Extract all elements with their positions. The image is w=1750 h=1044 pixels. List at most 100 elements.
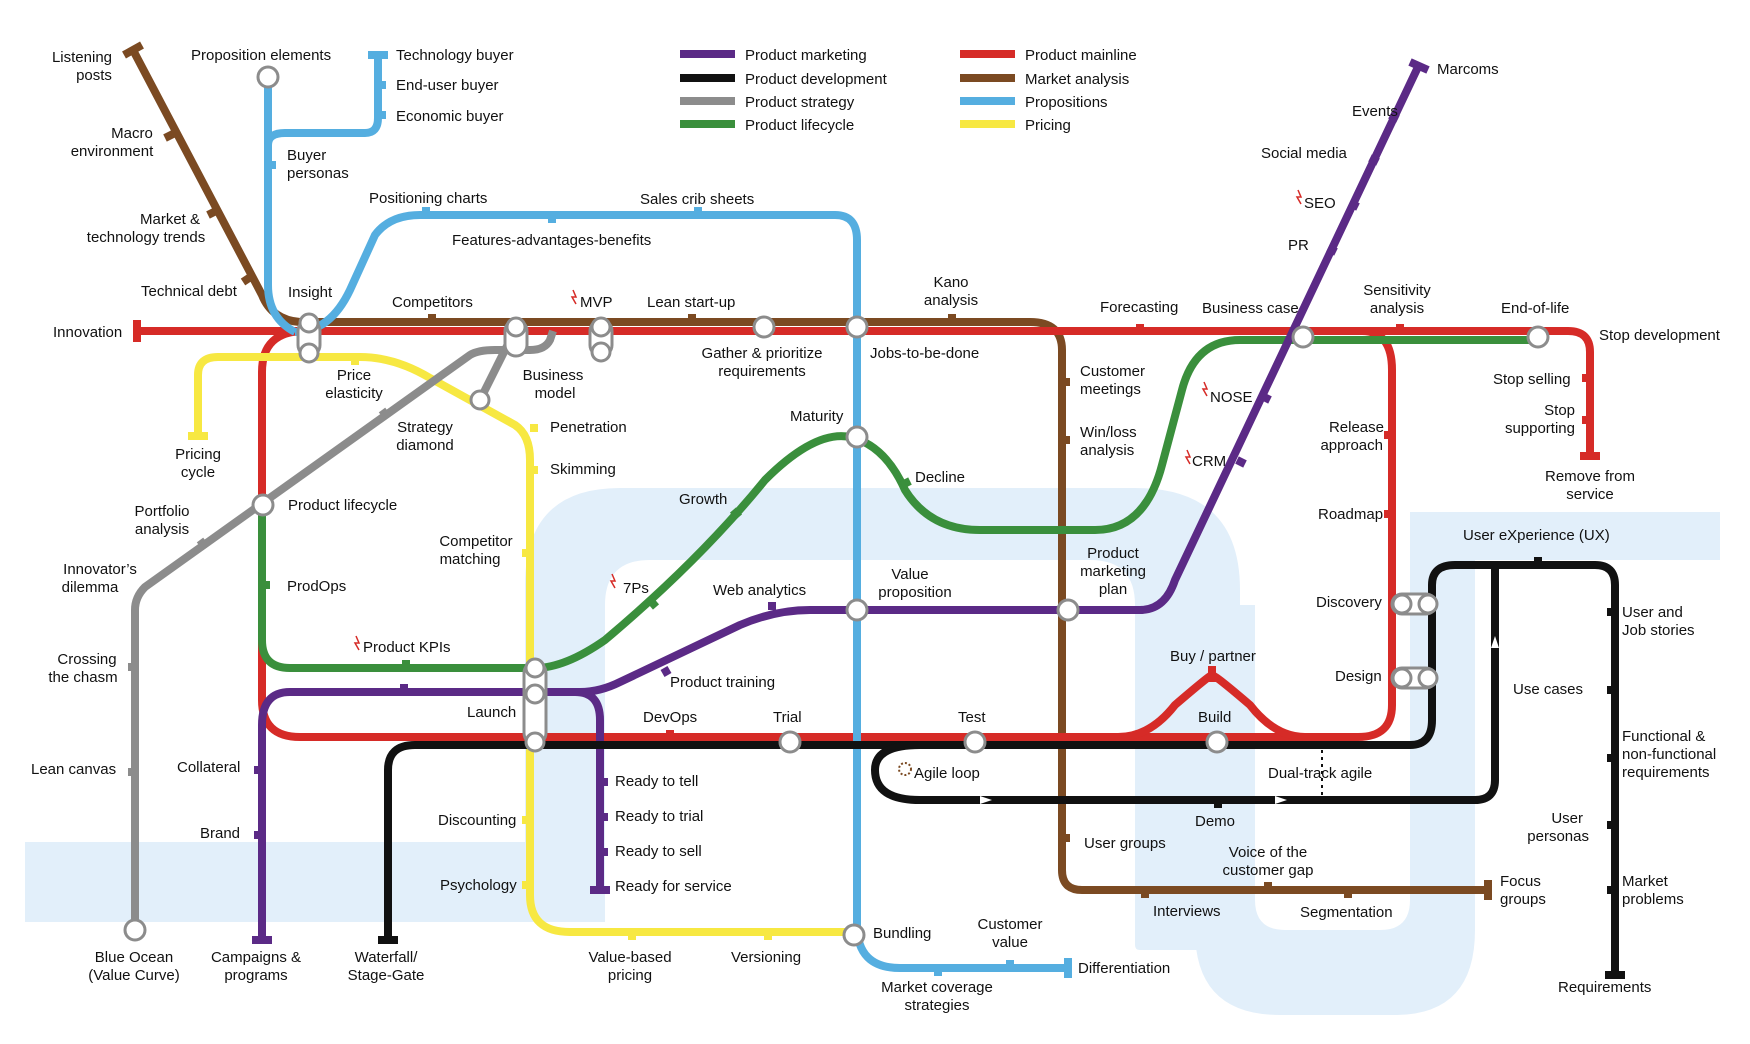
label-roadmap: Roadmap: [1318, 506, 1383, 523]
product-marketing-plan-station: [1056, 598, 1080, 622]
label-demo: Demo: [1195, 813, 1235, 830]
strategy-line: [128, 328, 557, 930]
legend: Product marketing Product development Pr…: [680, 47, 1137, 134]
legend-swatch-product-development: [680, 74, 735, 82]
label-requirements: Requirements: [1558, 979, 1651, 996]
label-stop-development: Stop development: [1599, 327, 1721, 344]
label-nose: NOSE: [1210, 389, 1253, 406]
label-discovery: Discovery: [1316, 594, 1382, 611]
label-user-job-stories: User and Job stories: [1622, 604, 1695, 639]
label-maturity: Maturity: [790, 408, 844, 425]
propositions-track: [264, 77, 298, 336]
label-value-proposition: Value proposition: [878, 566, 951, 601]
label-lean-startup: Lean start-up: [647, 294, 735, 311]
legend-swatch-pricing: [960, 120, 1015, 128]
propositions-line: [264, 51, 1072, 978]
proposition-elements-station: [256, 65, 280, 89]
label-economic-buyer: Economic buyer: [396, 108, 504, 125]
label-technical-debt: Technical debt: [141, 283, 238, 300]
background-river: [25, 488, 1720, 1015]
label-waterfall: Waterfall/Stage-Gate: [348, 949, 425, 984]
label-product-training: Product training: [670, 674, 775, 691]
label-psychology: Psychology: [440, 877, 517, 894]
label-pr: PR: [1288, 237, 1309, 254]
legend-market-analysis: Market analysis: [1025, 71, 1129, 88]
label-7ps: 7Ps: [623, 580, 649, 597]
label-features-advantages-benefits: Features-advantages-benefits: [452, 232, 651, 249]
cycle-icon: [898, 762, 912, 776]
label-user-experience: User eXperience (UX): [1463, 527, 1610, 544]
label-agile-loop: Agile loop: [914, 765, 980, 782]
label-buyer-personas: Buyer personas: [287, 147, 349, 182]
discovery-interchange: [1390, 592, 1439, 616]
label-mvp: MVP: [580, 294, 613, 311]
legend-product-development: Product development: [745, 71, 888, 88]
trial-station: [778, 730, 802, 754]
label-user-groups: User groups: [1084, 835, 1166, 852]
legend-product-lifecycle: Product lifecycle: [745, 117, 854, 134]
label-stop-selling: Stop selling: [1493, 371, 1571, 388]
label-web-analytics: Web analytics: [713, 582, 806, 599]
mainline-loop: [258, 327, 1396, 741]
label-versioning: Versioning: [731, 949, 801, 966]
label-events: Events: [1352, 103, 1398, 120]
label-remove-from-service: Remove from service: [1545, 468, 1635, 503]
interchanges: [123, 65, 1550, 947]
label-business-case: Business case: [1202, 300, 1299, 317]
bundling-station: [842, 923, 866, 947]
mvp-interchange: [588, 316, 614, 363]
label-pricing-cycle: Pricing cycle: [175, 446, 221, 481]
legend-swatch-product-marketing: [680, 50, 735, 58]
label-ready-to-trial: Ready to trial: [615, 808, 703, 825]
label-macro-environment: Macro environment: [71, 125, 154, 160]
legend-swatch-product-strategy: [680, 97, 735, 105]
label-build: Build: [1198, 709, 1231, 726]
station-labels: Listening posts Macro environment Market &…: [31, 47, 1721, 1014]
marketing-line: [252, 58, 1430, 944]
end-of-life-station: [1526, 325, 1550, 349]
label-sensitivity-analysis: Sensitivity analysis: [1363, 282, 1431, 317]
legend-propositions: Propositions: [1025, 94, 1108, 111]
label-dual-track-agile: Dual-track agile: [1268, 765, 1372, 782]
legend-product-mainline: Product mainline: [1025, 47, 1137, 64]
label-campaigns-programs: Campaigns & programs: [211, 949, 301, 984]
label-business-model: Business model: [523, 367, 584, 402]
label-decline: Decline: [915, 469, 965, 486]
jobs-to-be-done-station: [845, 315, 869, 339]
mainline-line: [133, 320, 1600, 741]
label-collateral: Collateral: [177, 759, 240, 776]
label-market-coverage: Market coverage strategies: [881, 979, 993, 1014]
label-technology-buyer: Technology buyer: [396, 47, 514, 64]
legend-swatch-propositions: [960, 97, 1015, 105]
launch-interchange: [522, 657, 548, 753]
label-competitors: Competitors: [392, 294, 473, 311]
build-station: [1205, 730, 1229, 754]
strategy-track: [131, 329, 557, 930]
label-social-media: Social media: [1261, 145, 1348, 162]
label-innovation: Innovation: [53, 324, 122, 341]
insight-interchange: [296, 312, 322, 364]
label-market-tech-trends: Market & technology trends: [87, 211, 205, 246]
label-launch: Launch: [467, 704, 516, 721]
label-stop-supporting: Stop supporting: [1505, 402, 1575, 437]
label-discounting: Discounting: [438, 812, 516, 829]
label-jobs-to-be-done: Jobs-to-be-done: [870, 345, 979, 362]
label-crm: CRM: [1192, 453, 1226, 470]
lightning-icon: [353, 189, 1303, 651]
label-proposition-elements: Proposition elements: [191, 47, 331, 64]
blue-ocean-station: [123, 918, 147, 942]
label-price-elasticity: Price elasticity: [325, 367, 383, 402]
label-prodops: ProdOps: [287, 578, 346, 595]
label-use-cases: Use cases: [1513, 681, 1583, 698]
label-segmentation: Segmentation: [1300, 904, 1393, 921]
label-design: Design: [1335, 668, 1382, 685]
label-forecasting: Forecasting: [1100, 299, 1178, 316]
test-station: [963, 730, 987, 754]
label-customer-meetings: Customer meetings: [1080, 363, 1145, 398]
label-listening-posts: Listening posts: [52, 49, 112, 84]
label-market-problems: Market problems: [1622, 873, 1684, 908]
label-gather-prioritize: Gather & prioritize requirements: [702, 345, 823, 380]
label-kano-analysis: Kano analysis: [924, 274, 978, 309]
label-trial: Trial: [773, 709, 802, 726]
